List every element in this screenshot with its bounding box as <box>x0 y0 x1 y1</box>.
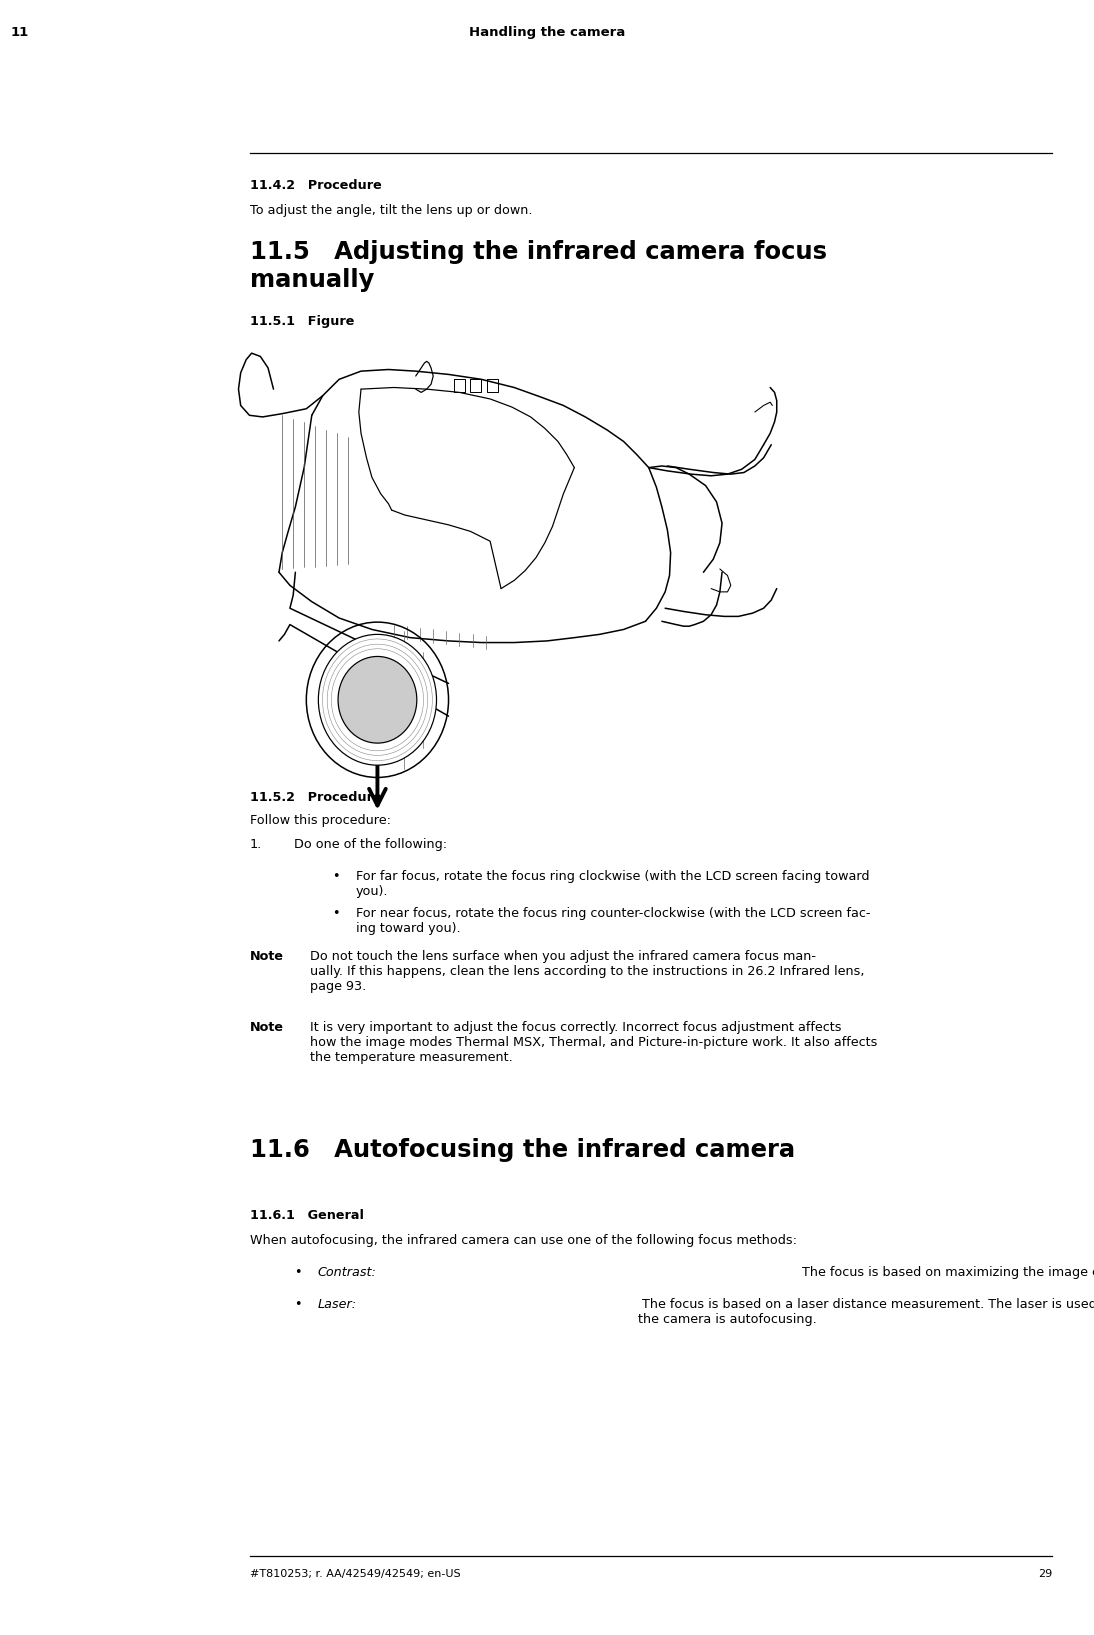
Text: 1.: 1. <box>249 837 263 850</box>
Text: •: • <box>293 1265 301 1279</box>
Text: 11.6 Autofocusing the infrared camera: 11.6 Autofocusing the infrared camera <box>249 1138 795 1162</box>
Text: Laser:: Laser: <box>318 1298 357 1311</box>
Text: For far focus, rotate the focus ring clockwise (with the LCD screen facing towar: For far focus, rotate the focus ring clo… <box>357 870 870 898</box>
Text: The focus is based on a laser distance measurement. The laser is used when
the c: The focus is based on a laser distance m… <box>638 1298 1094 1326</box>
Text: •: • <box>333 870 339 883</box>
Text: 29: 29 <box>1038 1570 1052 1579</box>
Text: 11.4.2 Procedure: 11.4.2 Procedure <box>249 178 382 191</box>
Text: Note: Note <box>249 1020 284 1033</box>
Text: 11.5 Adjusting the infrared camera focus
manually: 11.5 Adjusting the infrared camera focus… <box>249 240 827 293</box>
Text: The focus is based on maximizing the image contrast.: The focus is based on maximizing the ima… <box>798 1265 1094 1279</box>
Text: To adjust the angle, tilt the lens up or down.: To adjust the angle, tilt the lens up or… <box>249 204 533 217</box>
Text: Do not touch the lens surface when you adjust the infrared camera focus man-
ual: Do not touch the lens surface when you a… <box>311 950 864 992</box>
Text: 11: 11 <box>11 26 30 39</box>
Text: Contrast:: Contrast: <box>318 1265 376 1279</box>
Ellipse shape <box>318 634 437 765</box>
Text: It is very important to adjust the focus correctly. Incorrect focus adjustment a: It is very important to adjust the focus… <box>311 1020 877 1064</box>
Text: 11.6.1 General: 11.6.1 General <box>249 1210 364 1221</box>
Text: #T810253; r. AA/42549/42549; en-US: #T810253; r. AA/42549/42549; en-US <box>249 1570 461 1579</box>
Text: 11.5.2 Procedure: 11.5.2 Procedure <box>249 790 382 803</box>
Text: Handling the camera: Handling the camera <box>469 26 625 39</box>
Ellipse shape <box>338 656 417 742</box>
Text: When autofocusing, the infrared camera can use one of the following focus method: When autofocusing, the infrared camera c… <box>249 1233 796 1246</box>
Text: •: • <box>293 1298 301 1311</box>
Text: Follow this procedure:: Follow this procedure: <box>249 814 391 827</box>
Text: For near focus, rotate the focus ring counter-clockwise (with the LCD screen fac: For near focus, rotate the focus ring co… <box>357 906 871 935</box>
Text: Do one of the following:: Do one of the following: <box>293 837 446 850</box>
Text: •: • <box>333 906 339 919</box>
Text: Note: Note <box>249 950 284 963</box>
Text: 11.5.1 Figure: 11.5.1 Figure <box>249 314 354 327</box>
